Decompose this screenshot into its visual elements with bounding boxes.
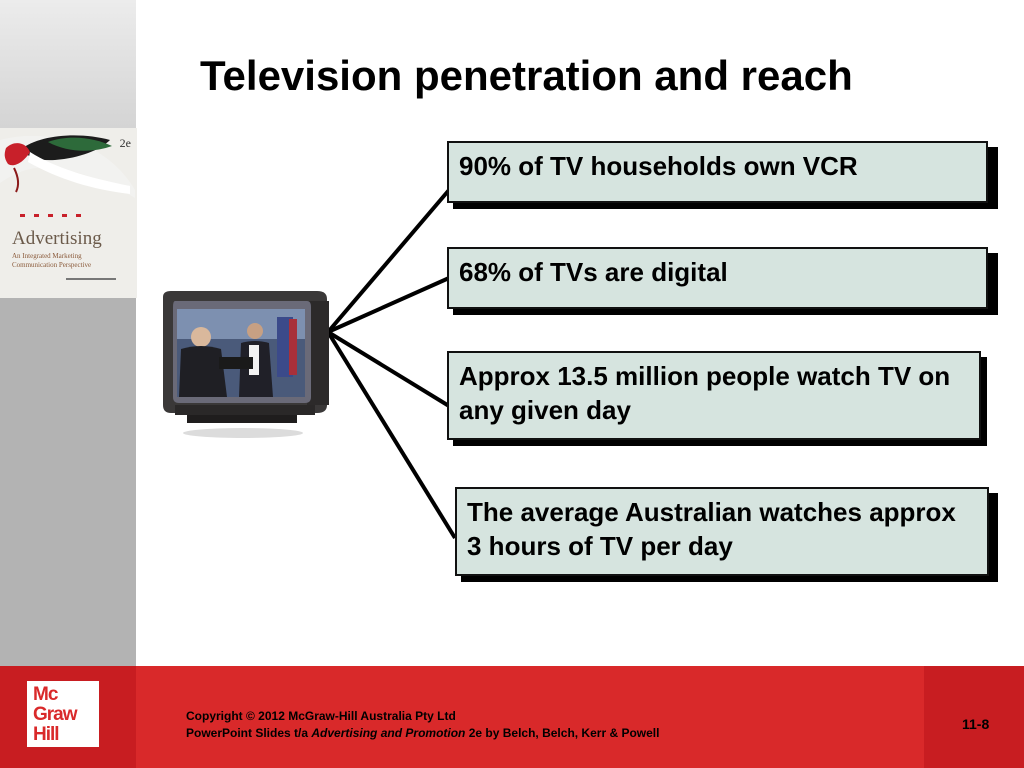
tv-icon [163,291,329,438]
footer-logo-panel: Mc Graw Hill [0,666,136,768]
copyright-line-2: PowerPoint Slides t/a Advertising and Pr… [186,725,659,742]
cover-edition-label: 2e [119,136,131,150]
logo-line-mc: Mc [33,684,58,705]
copyright-prefix: PowerPoint Slides t/a [186,726,312,740]
logo-line-graw: Graw [33,704,78,725]
fact-text-vcr-ownership: 90% of TV households own VCR [459,151,858,181]
page-number: 11-8 [962,716,990,732]
fact-box-vcr-ownership: 90% of TV households own VCR [447,141,988,203]
footer-page-panel [924,666,1024,768]
fact-text-hours-per-day: The average Australian watches approx 3 … [467,497,956,561]
slide-title: Television penetration and reach [200,52,853,99]
copyright-suffix: 2e by Belch, Belch, Kerr & Powell [465,726,660,740]
cover-title: Advertising [12,228,102,249]
copyright-notice: Copyright © 2012 McGraw-Hill Australia P… [186,708,659,742]
fact-box-hours-per-day: The average Australian watches approx 3 … [455,487,989,576]
book-cover-art [0,135,135,280]
cover-subtitle: An Integrated Marketing Communication Pe… [12,252,92,269]
copyright-line-1: Copyright © 2012 McGraw-Hill Australia P… [186,709,456,723]
book-cover-image: 2e Advertising An Integrated Marketing C… [0,128,137,298]
television-image [157,287,343,445]
fact-box-digital-tvs: 68% of TVs are digital [447,247,988,309]
mcgraw-hill-logo: Mc Graw Hill [27,681,99,747]
logo-line-hill: Hill [33,724,60,745]
copyright-book-title: Advertising and Promotion [311,726,466,740]
fact-text-digital-tvs: 68% of TVs are digital [459,257,728,287]
fact-text-daily-viewers: Approx 13.5 million people watch TV on a… [459,361,951,425]
fact-box-daily-viewers: Approx 13.5 million people watch TV on a… [447,351,981,440]
footer-bar: Mc Graw Hill Copyright © 2012 McGraw-Hil… [0,666,1024,768]
sidebar-top-panel [0,0,136,128]
